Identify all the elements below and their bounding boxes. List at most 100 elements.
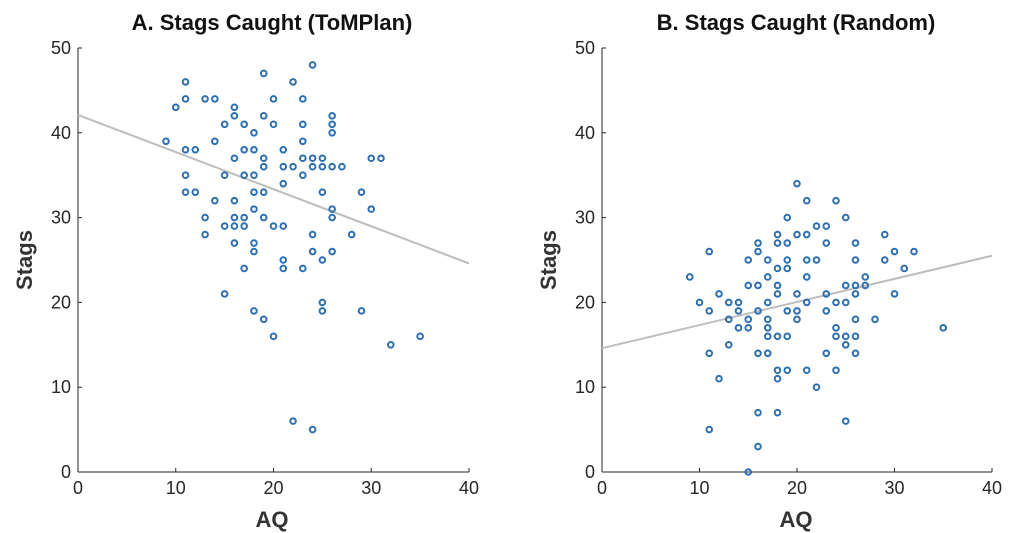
- y-tick-label: 10: [51, 377, 71, 397]
- x-tick-label: 20: [787, 478, 807, 498]
- data-point: [783, 213, 792, 222]
- y-tick-label: 30: [51, 208, 71, 228]
- data-point: [250, 247, 258, 256]
- data-point: [240, 120, 248, 129]
- data-point: [841, 341, 850, 349]
- data-point: [328, 247, 336, 256]
- data-point: [181, 145, 190, 154]
- data-point: [279, 162, 288, 171]
- data-point: [832, 332, 840, 341]
- data-point: [191, 188, 200, 196]
- data-point: [318, 162, 327, 171]
- data-point: [851, 349, 860, 358]
- data-point: [744, 324, 753, 332]
- points-group: [685, 179, 948, 476]
- data-point: [259, 213, 268, 222]
- data-point: [250, 145, 258, 154]
- data-point: [880, 230, 889, 239]
- data-point: [289, 78, 297, 86]
- data-point: [793, 290, 801, 298]
- x-tick-label: 10: [689, 478, 709, 498]
- data-point: [250, 171, 258, 179]
- data-point: [754, 247, 762, 256]
- data-point: [357, 188, 366, 196]
- data-point: [240, 145, 248, 154]
- y-axis-label: Stags: [12, 230, 37, 290]
- data-point: [279, 179, 288, 188]
- y-tick-label: 20: [51, 292, 71, 312]
- data-point: [695, 298, 704, 307]
- data-point: [802, 366, 811, 375]
- data-point: [841, 332, 850, 341]
- data-point: [259, 112, 268, 120]
- data-point: [832, 298, 840, 307]
- data-point: [289, 162, 297, 171]
- data-point: [318, 307, 327, 315]
- y-tick-label: 30: [575, 208, 595, 228]
- data-point: [299, 137, 307, 146]
- data-point: [851, 290, 860, 298]
- data-point: [259, 315, 268, 324]
- y-tick-label: 0: [61, 462, 71, 482]
- data-point: [367, 154, 376, 163]
- data-point: [773, 366, 782, 375]
- data-point: [841, 213, 850, 222]
- data-point: [240, 222, 248, 230]
- data-point: [754, 281, 762, 290]
- data-point: [841, 281, 850, 290]
- data-point: [832, 196, 840, 205]
- data-point: [318, 298, 327, 307]
- data-point: [744, 256, 753, 264]
- data-point: [318, 154, 327, 163]
- data-point: [347, 230, 356, 239]
- data-point: [279, 256, 288, 264]
- data-point: [416, 332, 424, 341]
- data-point: [802, 273, 811, 281]
- data-point: [773, 230, 782, 239]
- data-point: [181, 78, 190, 86]
- data-point: [822, 239, 831, 247]
- data-point: [308, 162, 317, 171]
- data-point: [308, 61, 317, 69]
- data-point: [250, 188, 258, 196]
- data-point: [851, 332, 860, 341]
- data-point: [705, 349, 714, 358]
- data-point: [773, 281, 782, 290]
- data-point: [793, 230, 801, 239]
- y-axis-label: Stags: [536, 230, 561, 290]
- data-point: [299, 264, 307, 273]
- fit-line-group: [601, 254, 993, 350]
- data-point: [338, 162, 346, 171]
- data-point: [367, 205, 376, 213]
- data-point: [328, 162, 336, 171]
- data-point: [744, 281, 753, 290]
- data-point: [734, 307, 743, 315]
- x-axis-label: AQ: [780, 507, 813, 532]
- data-point: [763, 298, 772, 307]
- data-point: [783, 366, 792, 375]
- data-point: [910, 247, 918, 256]
- data-point: [705, 425, 714, 434]
- data-point: [763, 315, 772, 324]
- data-point: [230, 196, 239, 205]
- x-axis-label: AQ: [256, 507, 289, 532]
- data-point: [763, 273, 772, 281]
- chart-title: A. Stags Caught (ToMPlan): [132, 10, 413, 35]
- chart-title: B. Stags Caught (Random): [657, 10, 936, 35]
- data-point: [841, 298, 850, 307]
- data-point: [880, 256, 889, 264]
- data-point: [890, 290, 899, 298]
- data-point: [211, 95, 219, 103]
- data-point: [724, 341, 733, 349]
- data-point: [705, 247, 714, 256]
- y-tick-label: 40: [51, 123, 71, 143]
- x-tick-label: 0: [597, 478, 607, 498]
- data-point: [851, 239, 860, 247]
- data-point: [328, 112, 336, 120]
- data-point: [171, 103, 180, 112]
- data-point: [851, 315, 860, 324]
- data-point: [220, 171, 229, 179]
- data-point: [783, 307, 792, 315]
- data-point: [783, 256, 792, 264]
- data-point: [812, 383, 821, 392]
